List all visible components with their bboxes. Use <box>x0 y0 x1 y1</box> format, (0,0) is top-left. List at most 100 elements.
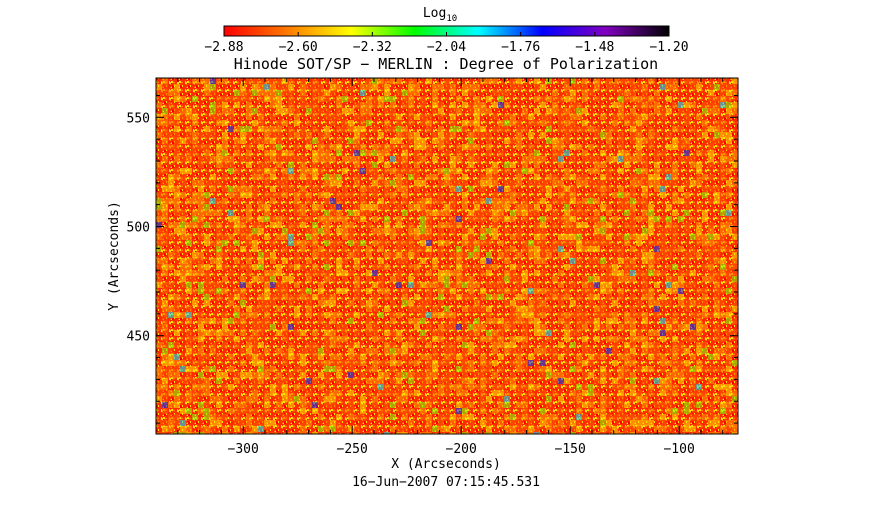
heatmap-cell <box>450 198 456 204</box>
heatmap-cell <box>714 384 720 390</box>
heatmap-cell <box>192 384 198 390</box>
heatmap-cell <box>696 420 702 426</box>
heatmap-cell <box>474 132 480 138</box>
heatmap-cell <box>312 168 318 174</box>
heatmap-cell <box>606 228 612 234</box>
heatmap-cell <box>162 120 168 126</box>
heatmap-cell <box>618 390 624 396</box>
heatmap-cell <box>702 366 708 372</box>
heatmap-cell <box>474 306 480 312</box>
heatmap-cell <box>210 186 216 192</box>
heatmap-cell <box>234 150 240 156</box>
heatmap-cell <box>210 126 216 132</box>
heatmap-cell <box>306 390 312 396</box>
heatmap-cell <box>582 150 588 156</box>
heatmap-cell <box>174 132 180 138</box>
heatmap-cell <box>186 138 192 144</box>
heatmap-cell <box>180 270 186 276</box>
heatmap-cell <box>480 288 486 294</box>
heatmap-cell <box>324 300 330 306</box>
heatmap-cell <box>528 150 534 156</box>
heatmap-cell <box>444 354 450 360</box>
heatmap-cell <box>180 210 186 216</box>
heatmap-cell <box>198 144 204 150</box>
heatmap-cell <box>384 348 390 354</box>
heatmap-cell <box>402 156 408 162</box>
heatmap-cell <box>222 120 228 126</box>
heatmap-cell <box>696 330 702 336</box>
heatmap-cell <box>642 96 648 102</box>
heatmap-cell <box>288 234 294 240</box>
heatmap-cell <box>282 216 288 222</box>
heatmap-cell <box>216 354 222 360</box>
heatmap-cell <box>516 354 522 360</box>
heatmap-cell <box>552 210 558 216</box>
heatmap-cell <box>426 150 432 156</box>
heatmap-cell <box>366 378 372 384</box>
heatmap-cell <box>558 300 564 306</box>
heatmap-cell <box>372 336 378 342</box>
heatmap-cell <box>702 348 708 354</box>
heatmap-cell <box>534 252 540 258</box>
heatmap-cell <box>330 90 336 96</box>
heatmap-cell <box>594 84 600 90</box>
heatmap-cell <box>198 354 204 360</box>
heatmap-cell <box>348 360 354 366</box>
heatmap-cell <box>462 372 468 378</box>
heatmap-cell <box>540 342 546 348</box>
heatmap-cell <box>162 426 168 432</box>
heatmap-cell <box>624 384 630 390</box>
heatmap-cell <box>336 216 342 222</box>
heatmap-cell <box>450 132 456 138</box>
heatmap-cell <box>210 78 216 84</box>
heatmap-cell <box>306 198 312 204</box>
heatmap-cell <box>414 426 420 432</box>
heatmap-cell <box>258 354 264 360</box>
heatmap-cell <box>258 228 264 234</box>
heatmap-cell <box>414 402 420 408</box>
heatmap-cell <box>246 234 252 240</box>
heatmap-cell <box>222 264 228 270</box>
heatmap-cell <box>222 432 228 434</box>
heatmap-cell <box>246 150 252 156</box>
heatmap-cell <box>168 186 174 192</box>
heatmap-cell <box>258 126 264 132</box>
heatmap-cell <box>522 294 528 300</box>
heatmap-cell <box>456 390 462 396</box>
heatmap-cell <box>534 318 540 324</box>
heatmap-cell <box>654 246 660 252</box>
heatmap-cell <box>336 174 342 180</box>
heatmap-cell <box>714 120 720 126</box>
heatmap-cell <box>618 132 624 138</box>
heatmap-cell <box>624 414 630 420</box>
heatmap-cell <box>198 186 204 192</box>
heatmap-cell <box>288 78 294 84</box>
heatmap-cell <box>504 204 510 210</box>
heatmap-cell <box>408 342 414 348</box>
heatmap-cell <box>342 258 348 264</box>
heatmap-cell <box>618 198 624 204</box>
heatmap-cell <box>684 156 690 162</box>
heatmap-cell <box>612 114 618 120</box>
heatmap-cell <box>624 204 630 210</box>
heatmap-cell <box>552 246 558 252</box>
heatmap-cell <box>216 180 222 186</box>
heatmap-cell <box>726 420 732 426</box>
heatmap-cell <box>318 408 324 414</box>
heatmap-cell <box>510 414 516 420</box>
heatmap-cell <box>492 198 498 204</box>
heatmap-cell <box>522 168 528 174</box>
heatmap-cell <box>708 186 714 192</box>
heatmap-cell <box>570 378 576 384</box>
heatmap-cell <box>606 234 612 240</box>
heatmap-cell <box>588 216 594 222</box>
heatmap-cell <box>366 84 372 90</box>
heatmap-cell <box>714 282 720 288</box>
heatmap-cell <box>204 276 210 282</box>
heatmap-cell <box>666 276 672 282</box>
heatmap-cell <box>330 402 336 408</box>
heatmap-cell <box>330 198 336 204</box>
heatmap-cell <box>678 138 684 144</box>
heatmap-cell <box>426 300 432 306</box>
heatmap-cell <box>552 372 558 378</box>
